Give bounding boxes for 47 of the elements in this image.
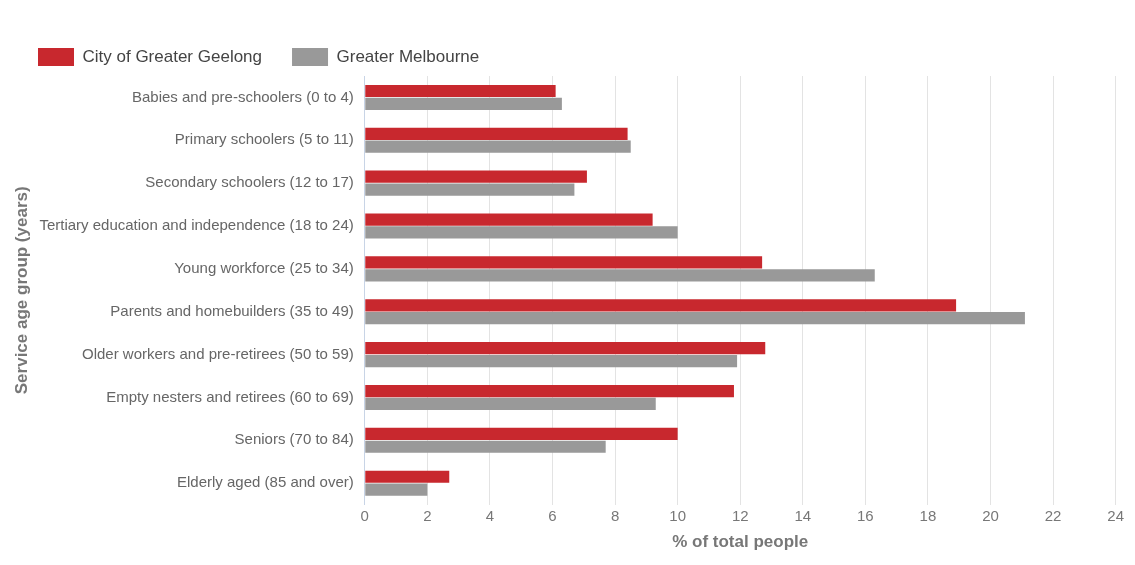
legend-label: City of Greater Geelong [82, 46, 263, 66]
x-tick-label: 22 [1044, 506, 1062, 524]
bar [365, 84, 556, 98]
x-tick-label: 8 [610, 506, 620, 524]
y-tick-label: Empty nesters and retirees (60 to 69) [106, 387, 354, 405]
bar [365, 127, 628, 140]
bar [365, 312, 1025, 325]
x-tick-label: 20 [982, 506, 999, 524]
x-tick-label: 18 [919, 506, 937, 524]
x-tick-label: 14 [794, 506, 812, 524]
y-tick-label: Babies and pre-schoolers (0 to 4) [131, 87, 354, 105]
x-tick-label: 10 [669, 506, 686, 524]
y-tick-label: Parents and homebuilders (35 to 49) [110, 301, 354, 319]
bar [365, 269, 875, 282]
y-axis-title: Service age group (years) [11, 186, 31, 395]
bar [365, 354, 738, 368]
y-tick-label: Primary schoolers (5 to 11) [174, 130, 354, 148]
x-tick-label: 12 [731, 506, 749, 524]
x-tick-label: 6 [548, 506, 557, 524]
x-tick-label: 4 [485, 506, 495, 524]
bar [365, 226, 678, 239]
x-tick-label: 16 [857, 506, 874, 524]
bar [365, 483, 428, 496]
bar [365, 140, 631, 153]
x-axis-title: % of total people [672, 532, 809, 552]
bar [365, 427, 678, 440]
x-tick-label: 24 [1107, 506, 1124, 524]
x-tick-label: 0 [360, 506, 369, 524]
x-tick-label: 2 [423, 506, 432, 524]
y-tick-label: Secondary schoolers (12 to 17) [145, 173, 354, 191]
legend-label: Greater Melbourne [336, 46, 480, 66]
bar [365, 470, 450, 483]
bar [365, 170, 587, 183]
bar [365, 397, 656, 410]
bar [365, 440, 606, 453]
y-tick-label: Elderly aged (85 and over) [177, 473, 354, 491]
bar [365, 342, 766, 355]
y-tick-label: Seniors (70 to 84) [234, 430, 354, 448]
bar [365, 256, 763, 269]
bar [365, 183, 575, 196]
bar [365, 299, 957, 312]
y-tick-label: Older workers and pre-retirees (50 to 59) [82, 344, 354, 362]
bar [365, 213, 653, 226]
bar [365, 384, 734, 398]
y-tick-label: Young workforce (25 to 34) [174, 259, 354, 277]
bar [365, 97, 562, 110]
y-tick-label: Tertiary education and independence (18 to 24) [39, 216, 354, 234]
